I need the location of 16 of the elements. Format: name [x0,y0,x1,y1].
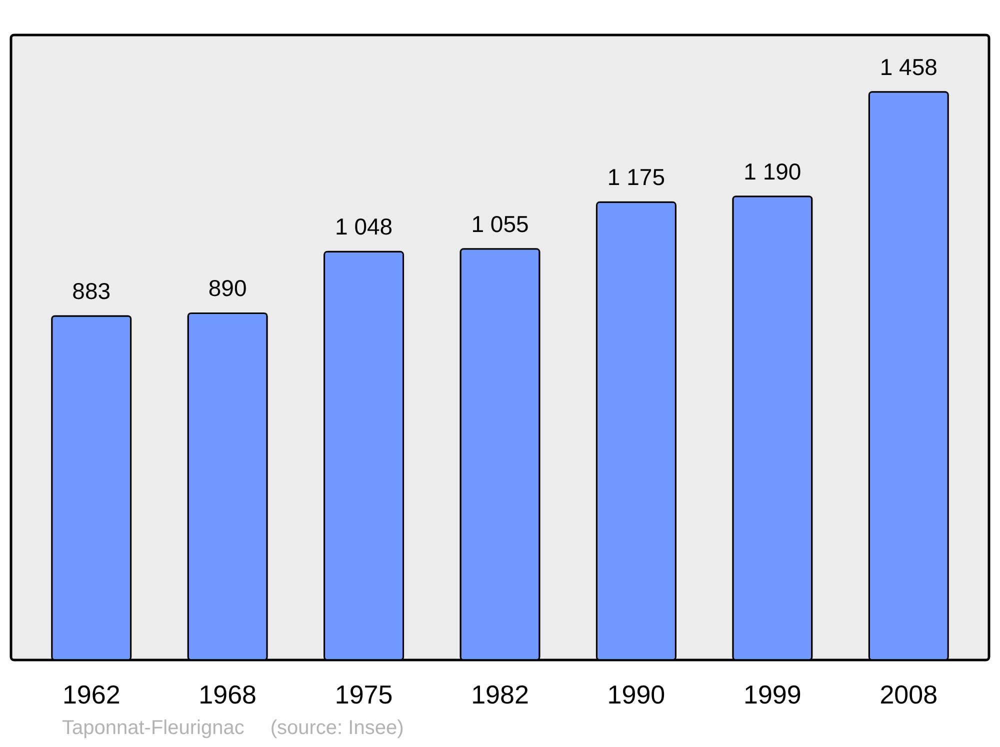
data-label: 1 055 [471,210,529,237]
text: Taponnat-Fleurignac [62,717,244,739]
x-tick-label: 1990 [607,680,666,710]
x-tick-label: 1975 [334,680,393,710]
data-label: 1 190 [744,158,802,184]
x-tick-label: 2008 [880,680,938,710]
data-label: 1 048 [335,214,393,240]
x-tick-label: 1999 [744,680,802,710]
x-tick-label: 1982 [471,680,529,710]
data-label: 883 [72,278,111,304]
data-label: 1 175 [607,164,665,190]
data-label: 1 458 [880,54,938,80]
text: (source: Insee) [270,717,404,739]
data-label: 890 [208,275,247,302]
x-tick-label: 1968 [198,680,256,710]
x-tick-label: 1962 [62,680,120,710]
